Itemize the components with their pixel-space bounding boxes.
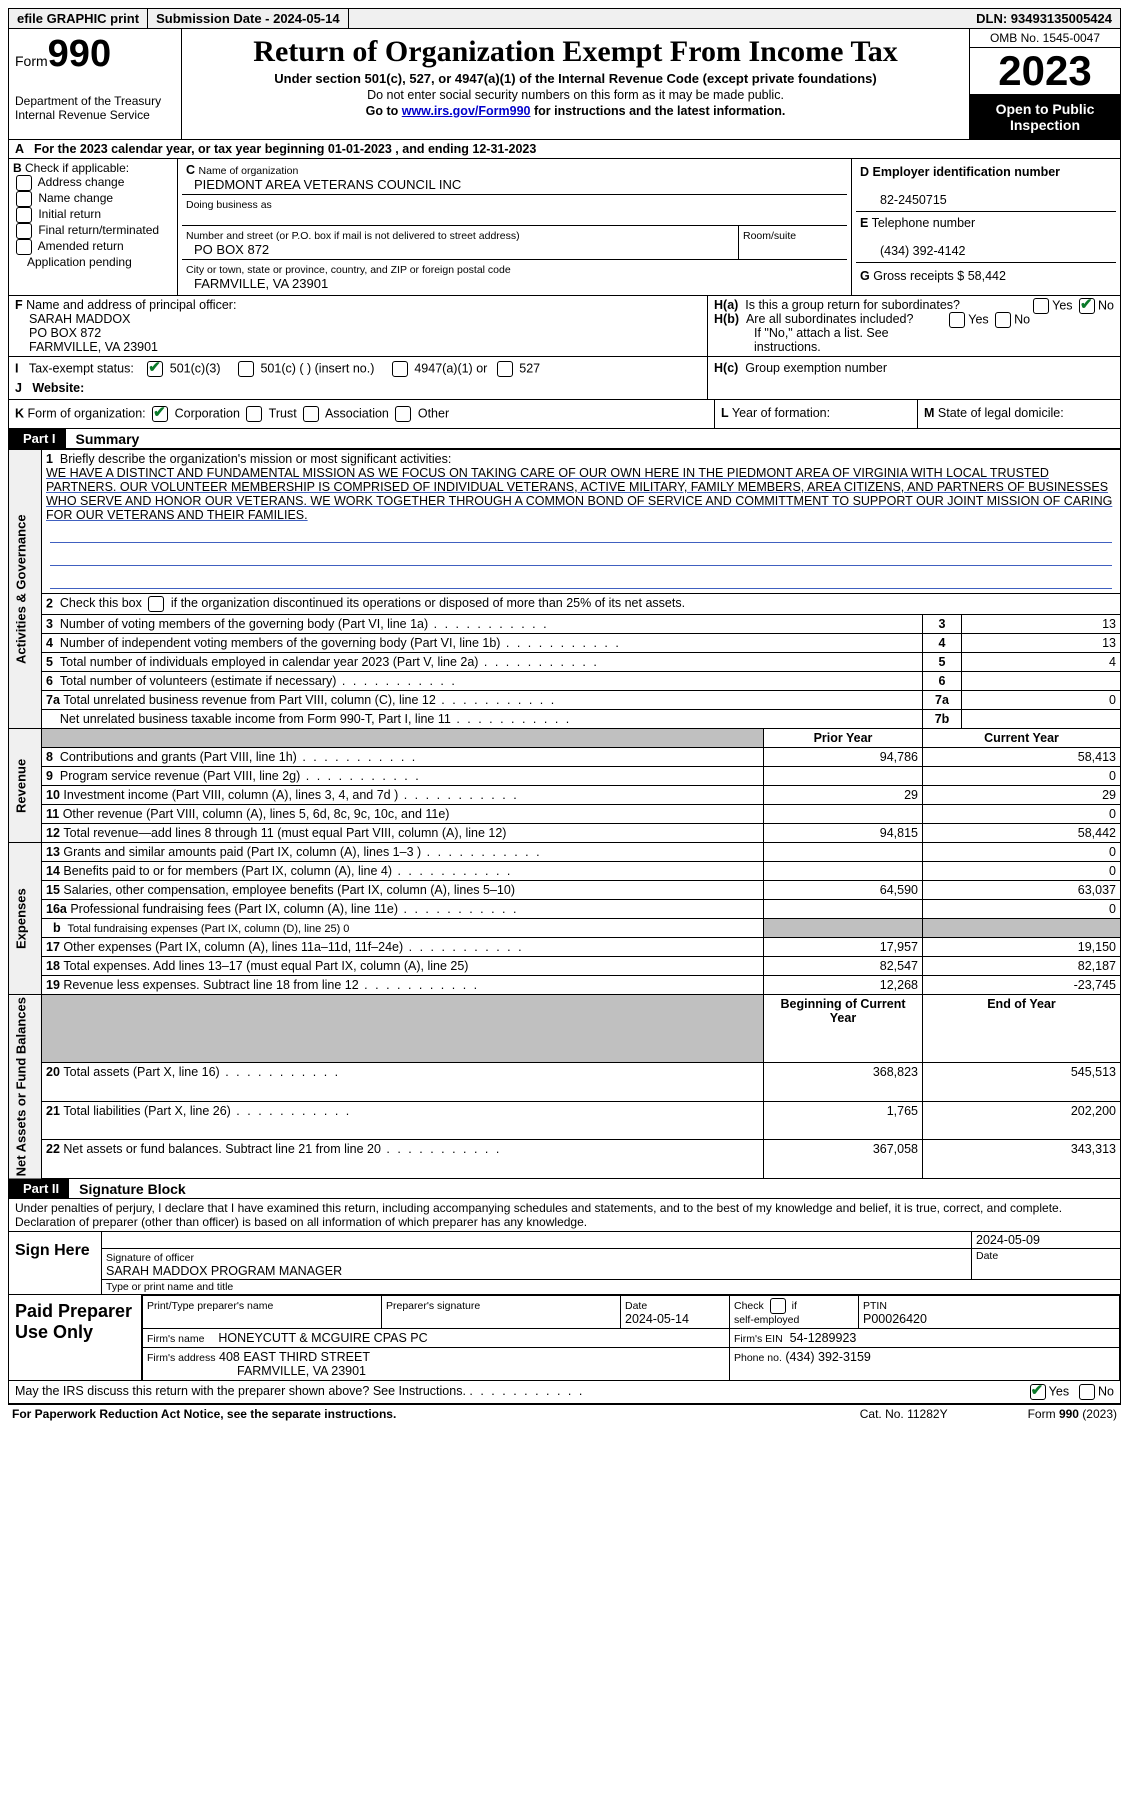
checkbox-discontinued[interactable] <box>148 596 164 612</box>
irs-link[interactable]: www.irs.gov/Form990 <box>402 104 531 118</box>
firm-name: HONEYCUTT & MCGUIRE CPAS PC <box>218 1331 427 1345</box>
checkbox-address-change[interactable]: Address change <box>13 175 173 191</box>
mission-text: WE HAVE A DISTINCT AND FUNDAMENTAL MISSI… <box>46 466 1112 522</box>
year-range-row: A For the 2023 calendar year, or tax yea… <box>8 140 1121 159</box>
checkbox-self-employed[interactable] <box>770 1298 786 1314</box>
inspection-label: Open to Public Inspection <box>970 95 1120 139</box>
form-title: Return of Organization Exempt From Incom… <box>192 35 959 69</box>
part1-header: Part I Summary <box>8 429 1121 449</box>
org-info-block: B Check if applicable: Address change Na… <box>8 159 1121 296</box>
instructions-note: Go to www.irs.gov/Form990 for instructio… <box>192 104 959 118</box>
org-name: PIEDMONT AREA VETERANS COUNCIL INC <box>186 177 461 192</box>
row-15: 15 Salaries, other compensation, employe… <box>9 881 1121 900</box>
gross-receipts: 58,442 <box>968 269 1006 283</box>
row-22: 22 Net assets or fund balances. Subtract… <box>9 1140 1121 1179</box>
irs-label: Internal Revenue Service <box>15 108 175 122</box>
ein-value: 82-2450715 <box>860 193 947 207</box>
row-4: 4 Number of independent voting members o… <box>9 634 1121 653</box>
org-city: FARMVILLE, VA 23901 <box>186 276 328 291</box>
checkbox-corporation[interactable] <box>152 406 168 422</box>
org-address: PO BOX 872 <box>186 242 269 257</box>
top-bar: efile GRAPHIC print Submission Date - 20… <box>8 8 1121 29</box>
ssn-note: Do not enter social security numbers on … <box>192 88 959 102</box>
firm-address: 408 EAST THIRD STREET <box>219 1350 370 1364</box>
row-18: 18 Total expenses. Add lines 13–17 (must… <box>9 957 1121 976</box>
checkbox-amended-return[interactable]: Amended return <box>13 239 173 255</box>
checkbox-final-return[interactable]: Final return/terminated <box>13 223 173 239</box>
dept-label: Department of the Treasury <box>15 94 175 108</box>
row-16a: 16a Professional fundraising fees (Part … <box>9 900 1121 919</box>
paid-preparer-block: Paid Preparer Use Only Print/Type prepar… <box>8 1295 1121 1381</box>
row-14: 14 Benefits paid to or for members (Part… <box>9 862 1121 881</box>
form-number: Form990 <box>15 33 175 76</box>
discuss-row: May the IRS discuss this return with the… <box>8 1381 1121 1404</box>
row-12: 12 Total revenue—add lines 8 through 11 … <box>9 824 1121 843</box>
checkbox-association[interactable] <box>303 406 319 422</box>
officer-block: F Name and address of principal officer:… <box>8 296 1121 357</box>
checkbox-ha-no[interactable] <box>1079 298 1095 314</box>
omb-number: OMB No. 1545-0047 <box>970 29 1120 48</box>
part1-table: Activities & Governance 1 Briefly descri… <box>8 449 1121 1179</box>
checkbox-other[interactable] <box>395 406 411 422</box>
sig-date: 2024-05-09 <box>972 1232 1120 1248</box>
checkbox-hb-yes[interactable] <box>949 312 965 328</box>
firm-ein: 54-1289923 <box>790 1331 857 1345</box>
side-activities: Activities & Governance <box>9 450 42 729</box>
row-10: 10 Investment income (Part VIII, column … <box>9 786 1121 805</box>
tax-status-row: I Tax-exempt status: 501(c)(3) 501(c) ( … <box>8 357 1121 400</box>
row-5: 5 Total number of individuals employed i… <box>9 653 1121 672</box>
checkbox-hb-no[interactable] <box>995 312 1011 328</box>
tax-year: 2023 <box>970 48 1120 95</box>
form-subtitle: Under section 501(c), 527, or 4947(a)(1)… <box>192 71 959 86</box>
checkbox-4947[interactable] <box>392 361 408 377</box>
submission-date: Submission Date - 2024-05-14 <box>148 9 349 28</box>
checkbox-discuss-no[interactable] <box>1079 1384 1095 1400</box>
firm-phone: (434) 392-3159 <box>785 1350 870 1364</box>
checkbox-name-change[interactable]: Name change <box>13 191 173 207</box>
row-20: 20 Total assets (Part X, line 16)368,823… <box>9 1062 1121 1101</box>
row-7a: 7a Total unrelated business revenue from… <box>9 691 1121 710</box>
declaration-text: Under penalties of perjury, I declare th… <box>8 1199 1121 1232</box>
efile-label: efile GRAPHIC print <box>9 9 148 28</box>
phone-value: (434) 392-4142 <box>860 244 965 258</box>
checkbox-discuss-yes[interactable] <box>1030 1384 1046 1400</box>
row-16b: b Total fundraising expenses (Part IX, c… <box>9 919 1121 938</box>
checkbox-501c3[interactable] <box>147 361 163 377</box>
row-3: 3 Number of voting members of the govern… <box>9 615 1121 634</box>
row-9: 9 Program service revenue (Part VIII, li… <box>9 767 1121 786</box>
row-11: 11 Other revenue (Part VIII, column (A),… <box>9 805 1121 824</box>
row-21: 21 Total liabilities (Part X, line 26)1,… <box>9 1101 1121 1140</box>
checkbox-application-pending[interactable]: Application pending <box>13 255 173 269</box>
page-footer: For Paperwork Reduction Act Notice, see … <box>8 1404 1121 1423</box>
org-form-row: K Form of organization: Corporation Trus… <box>8 400 1121 429</box>
sign-block: Sign Here 2024-05-09 Signature of office… <box>8 1232 1121 1295</box>
checkbox-501c[interactable] <box>238 361 254 377</box>
checkbox-527[interactable] <box>497 361 513 377</box>
officer-signature: SARAH MADDOX PROGRAM MANAGER <box>106 1264 342 1278</box>
side-revenue: Revenue <box>9 729 42 843</box>
ptin: P00026420 <box>863 1312 927 1326</box>
row-19: 19 Revenue less expenses. Subtract line … <box>9 976 1121 995</box>
form-header: Form990 Department of the Treasury Inter… <box>8 29 1121 140</box>
row-6: 6 Total number of volunteers (estimate i… <box>9 672 1121 691</box>
side-netassets: Net Assets or Fund Balances <box>9 995 42 1179</box>
row-17: 17 Other expenses (Part IX, column (A), … <box>9 938 1121 957</box>
officer-name: SARAH MADDOX <box>29 312 130 326</box>
checkbox-ha-yes[interactable] <box>1033 298 1049 314</box>
row-7b: Net unrelated business taxable income fr… <box>9 710 1121 729</box>
checkbox-trust[interactable] <box>246 406 262 422</box>
checkbox-initial-return[interactable]: Initial return <box>13 207 173 223</box>
row-8: 8 Contributions and grants (Part VIII, l… <box>9 748 1121 767</box>
side-expenses: Expenses <box>9 843 42 995</box>
dln-label: DLN: 93493135005424 <box>968 9 1120 28</box>
part2-header: Part II Signature Block <box>8 1179 1121 1199</box>
